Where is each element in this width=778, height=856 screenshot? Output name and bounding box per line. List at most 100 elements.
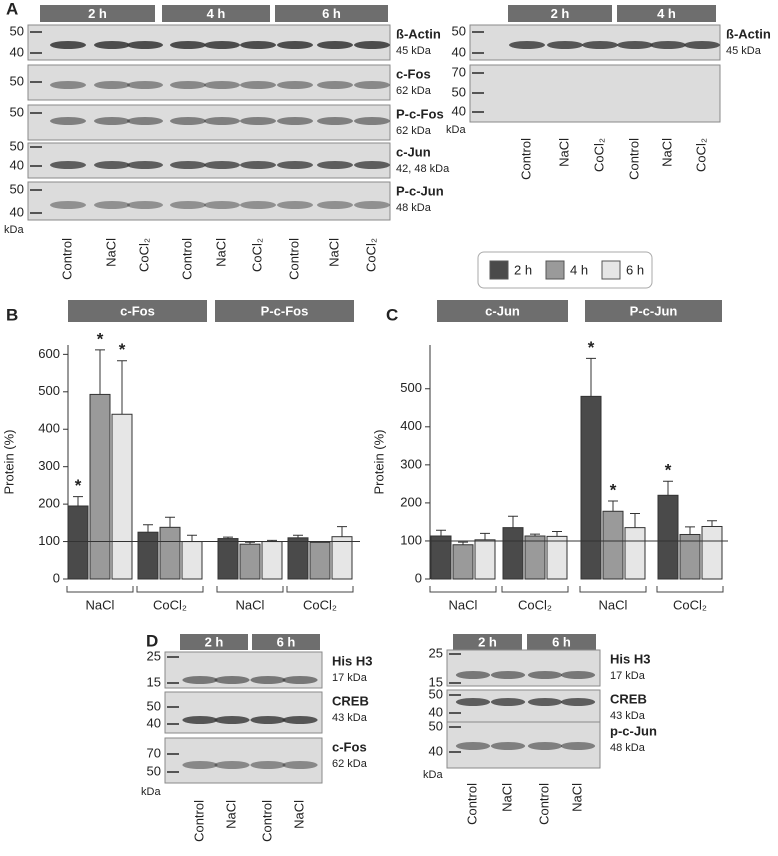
blot-band [282, 676, 318, 684]
marker-label: 50 [10, 104, 24, 119]
bar [261, 541, 283, 580]
lane-label: NaCl [223, 800, 238, 829]
blot-membrane [469, 64, 721, 123]
lane-label: NaCl [569, 783, 584, 812]
protein-name: CREB [610, 691, 647, 706]
group-header [68, 300, 207, 322]
error-bar [245, 541, 255, 545]
blot-band [527, 671, 563, 679]
bar [159, 526, 181, 580]
error-bar [508, 515, 518, 528]
blot-band [170, 117, 206, 125]
marker-label: 40 [429, 704, 443, 719]
bar [602, 510, 624, 580]
blot-band [560, 698, 596, 706]
error-bar [685, 526, 695, 535]
protein-size: 43 kDa [332, 712, 368, 724]
blot-band [170, 201, 206, 209]
legend-swatch [545, 260, 565, 280]
blot-band [204, 117, 240, 125]
lane-label: NaCl [326, 238, 341, 267]
y-axis-label: Protein (%) [371, 429, 386, 494]
blot-band [527, 698, 563, 706]
time-header [180, 634, 248, 650]
time-header [252, 634, 320, 650]
category-bracket [216, 586, 284, 593]
time-header [617, 5, 716, 22]
y-tick-label: 200 [38, 496, 60, 511]
blot-membrane [27, 142, 391, 179]
blot-band [250, 716, 286, 724]
error-bar [95, 349, 105, 395]
blot-band [527, 742, 563, 750]
blot-band [317, 117, 353, 125]
y-tick-label: 600 [38, 346, 60, 361]
protein-name: c-Jun [396, 144, 431, 159]
marker-label: 70 [147, 745, 161, 760]
protein-name: c-Fos [396, 66, 431, 81]
blot-band [50, 117, 86, 125]
protein-size: 48 kDa [396, 202, 432, 214]
lane-label: Control [191, 800, 206, 842]
blot-band [94, 81, 130, 89]
blot-band [282, 761, 318, 769]
blot-band [250, 761, 286, 769]
blot-band [277, 161, 313, 169]
bar [430, 535, 452, 580]
legend-label: 2 h [514, 262, 532, 277]
lane-label: CoCl₂ [363, 238, 378, 272]
bar [67, 505, 89, 580]
marker-label: 40 [452, 44, 466, 59]
bar [452, 544, 474, 580]
category-label: NaCl [599, 597, 628, 612]
blot-band [94, 161, 130, 169]
blot-band [170, 81, 206, 89]
blot-band [127, 117, 163, 125]
error-bar [436, 529, 446, 537]
blot-band [547, 41, 583, 49]
blot-band [240, 81, 276, 89]
error-bar [707, 520, 717, 527]
blot-band [94, 201, 130, 209]
blot-band [277, 201, 313, 209]
bar [111, 413, 133, 580]
y-tick-label: 400 [38, 421, 60, 436]
error-bar [458, 541, 468, 545]
error-bar [73, 496, 83, 506]
significance: * [588, 338, 595, 357]
marker-label: 40 [147, 715, 161, 730]
blot-band [50, 81, 86, 89]
significance: * [75, 476, 82, 495]
blot-band [182, 676, 218, 684]
bar [89, 393, 111, 580]
marker-label: 40 [10, 204, 24, 219]
blot-band [490, 698, 526, 706]
bar [580, 395, 602, 580]
marker-label: 50 [452, 84, 466, 99]
protein-name: His H3 [332, 653, 372, 668]
time-label: 4 h [657, 6, 676, 21]
time-label: 6 h [277, 634, 296, 649]
error-bar [143, 524, 153, 533]
marker-label: 50 [10, 181, 24, 196]
blot-band [354, 161, 390, 169]
time-header [275, 5, 388, 22]
error-bar [117, 360, 127, 415]
protein-name: CREB [332, 693, 369, 708]
blot-band [354, 81, 390, 89]
protein-size: 48 kDa [610, 742, 646, 754]
group-header [585, 300, 722, 322]
lane-label: NaCl [103, 238, 118, 267]
blot-band [560, 671, 596, 679]
panel-letter: A [6, 0, 18, 18]
marker-label: 25 [147, 648, 161, 663]
category-bracket [579, 586, 647, 593]
error-bar [608, 500, 618, 512]
blot-membrane [164, 737, 323, 784]
lane-label: NaCl [659, 138, 674, 167]
group-label: P-c-Jun [630, 303, 678, 318]
blot-band [182, 716, 218, 724]
blot-band [277, 81, 313, 89]
time-label: 2 h [88, 6, 107, 21]
